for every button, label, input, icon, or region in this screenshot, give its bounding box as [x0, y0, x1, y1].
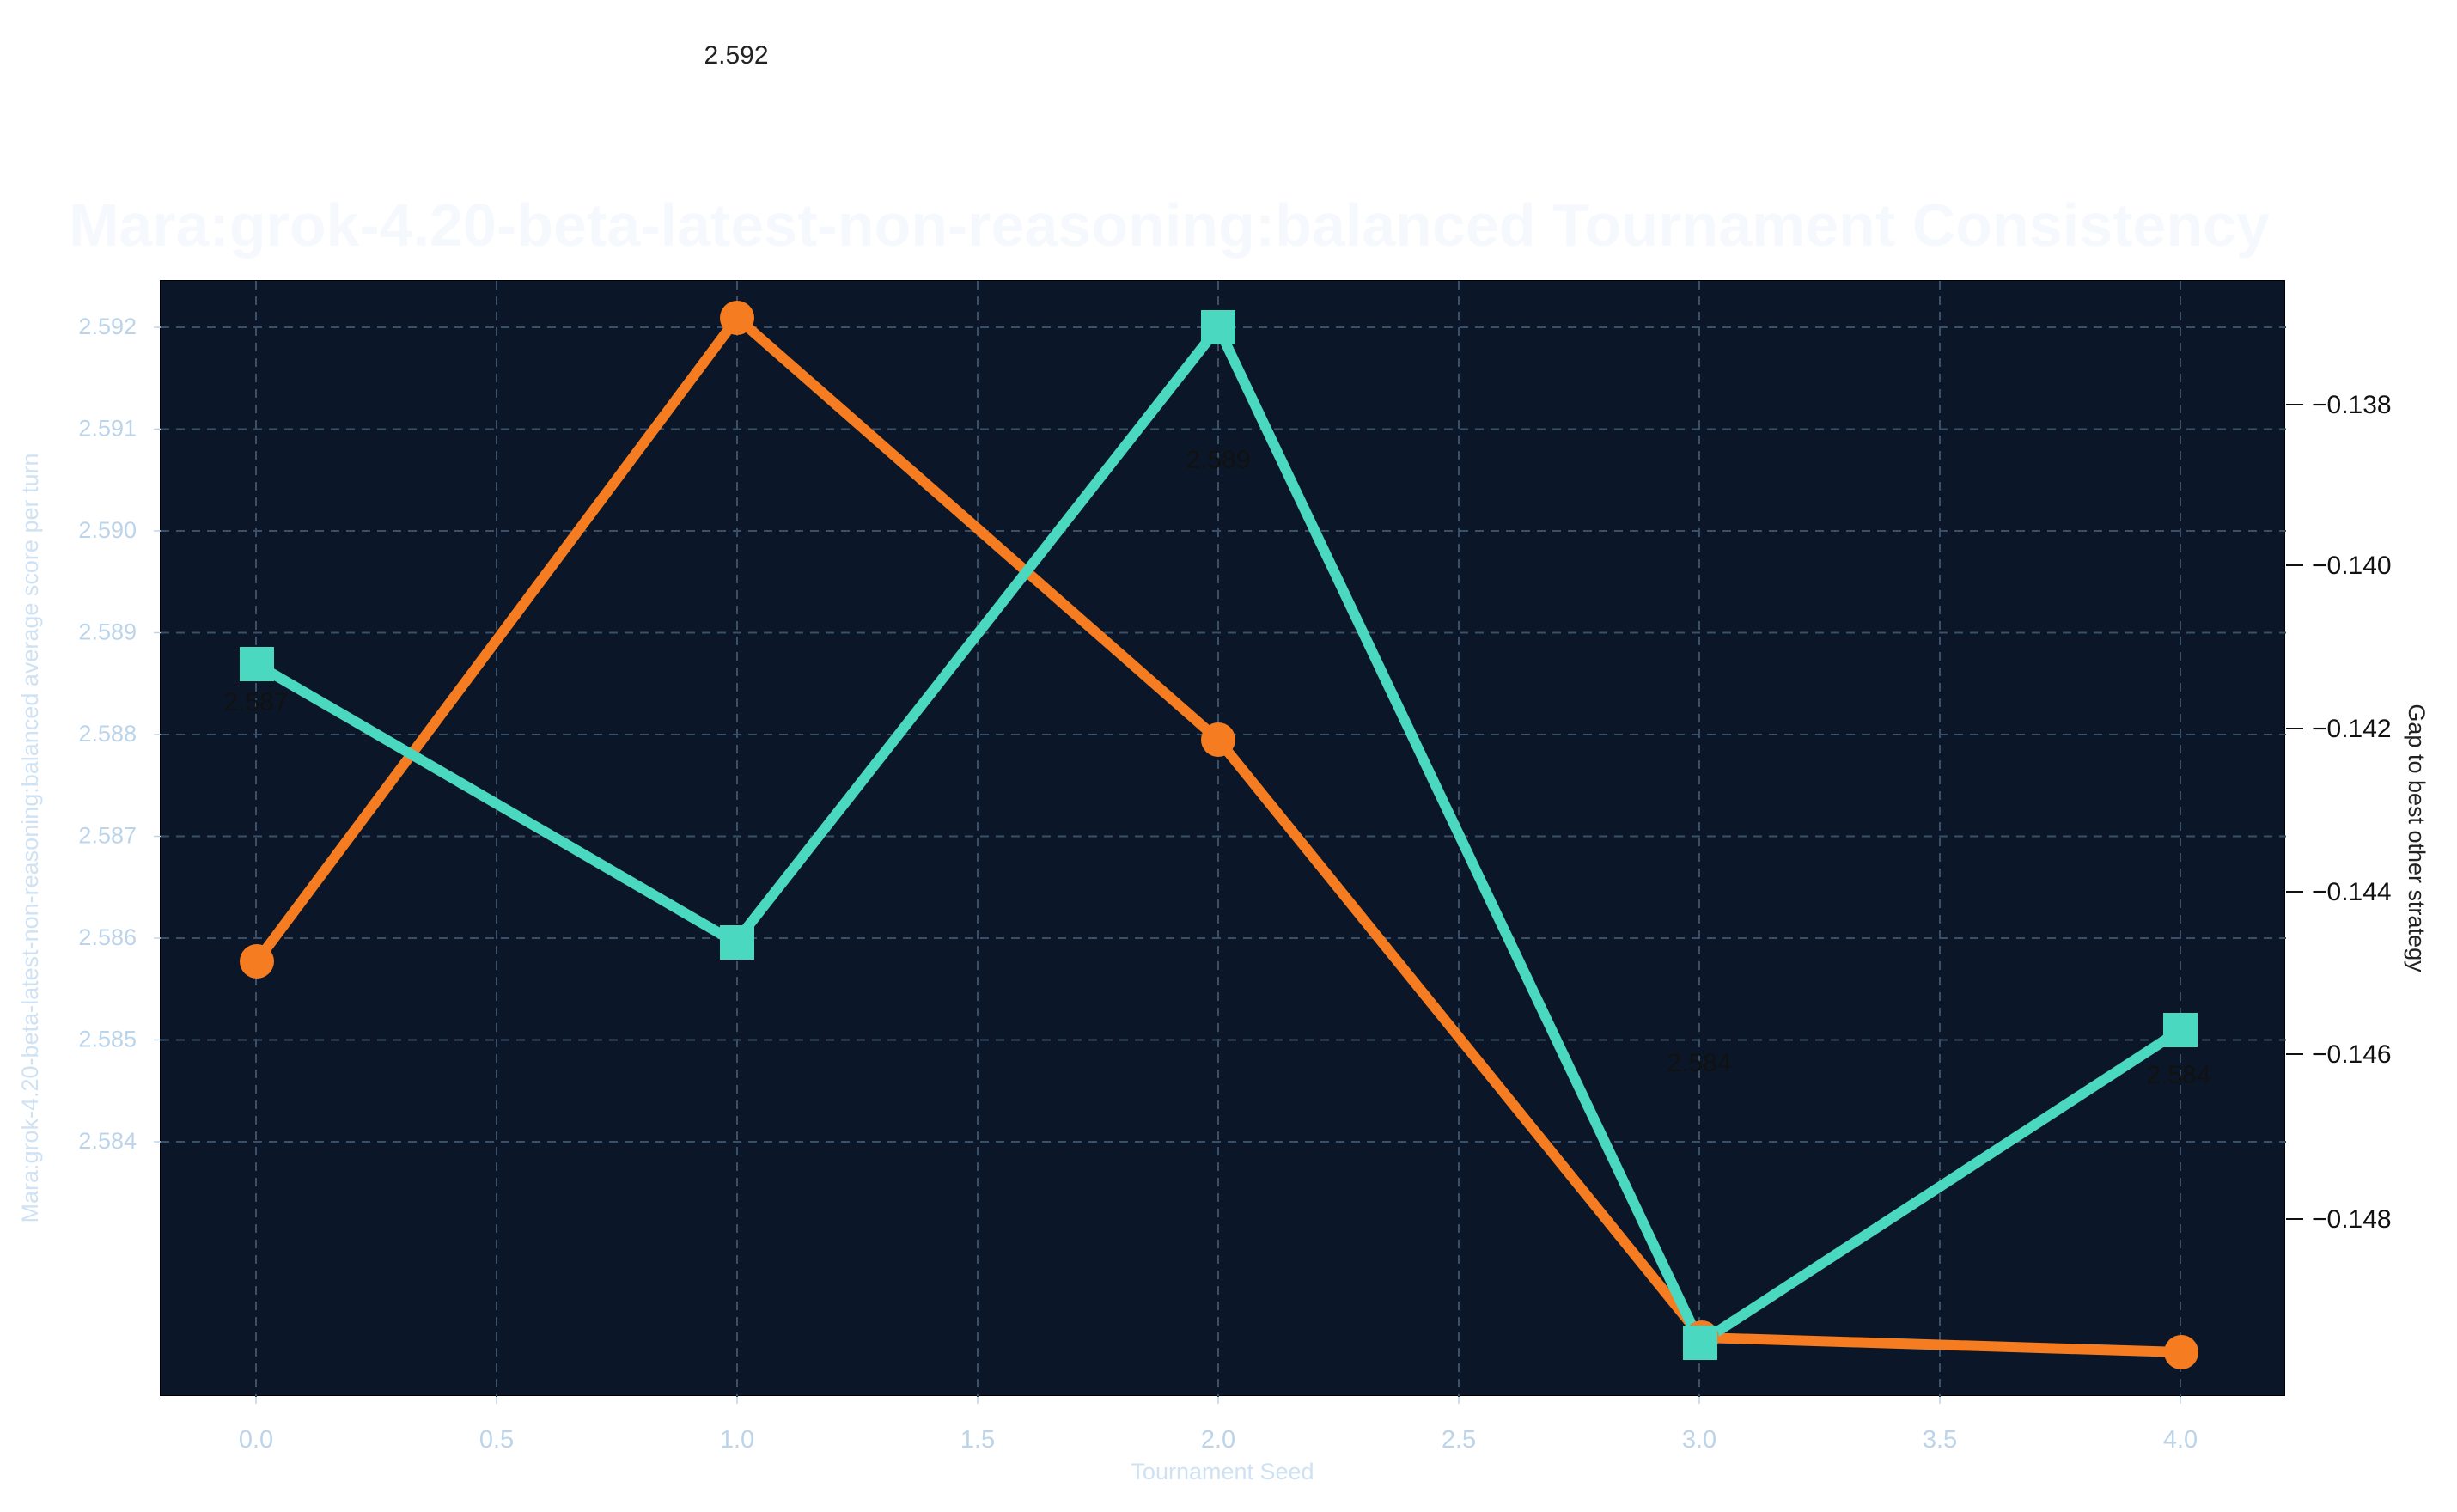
svg-text:0.5: 0.5 — [479, 1426, 514, 1454]
svg-text:2.584: 2.584 — [2146, 1061, 2210, 1089]
svg-text:−0.144: −0.144 — [2312, 878, 2392, 906]
svg-text:2.585: 2.585 — [78, 1027, 137, 1052]
svg-text:−0.148: −0.148 — [2312, 1205, 2392, 1234]
svg-text:2.584: 2.584 — [1667, 1049, 1731, 1077]
svg-text:2.590: 2.590 — [78, 517, 137, 543]
svg-text:2.589: 2.589 — [78, 619, 137, 645]
svg-text:3.0: 3.0 — [1682, 1426, 1716, 1454]
svg-text:−0.140: −0.140 — [2312, 552, 2392, 580]
svg-text:2.587: 2.587 — [223, 688, 288, 716]
svg-text:0.0: 0.0 — [239, 1426, 273, 1454]
svg-text:1.5: 1.5 — [960, 1426, 995, 1454]
svg-text:4.0: 4.0 — [2163, 1426, 2198, 1454]
svg-text:−0.138: −0.138 — [2312, 391, 2392, 419]
svg-text:2.592: 2.592 — [78, 314, 137, 339]
svg-text:2.584: 2.584 — [78, 1128, 137, 1154]
svg-text:2.587: 2.587 — [78, 823, 137, 849]
svg-text:1.0: 1.0 — [720, 1426, 754, 1454]
svg-text:−0.146: −0.146 — [2312, 1040, 2392, 1069]
svg-text:2.589: 2.589 — [1186, 446, 1250, 474]
svg-text:2.586: 2.586 — [78, 924, 137, 950]
svg-text:2.588: 2.588 — [78, 721, 137, 747]
svg-text:−0.142: −0.142 — [2312, 715, 2392, 743]
svg-text:2.0: 2.0 — [1201, 1426, 1235, 1454]
svg-text:2.591: 2.591 — [78, 416, 137, 442]
svg-text:3.5: 3.5 — [1923, 1426, 1957, 1454]
svg-text:2.5: 2.5 — [1442, 1426, 1476, 1454]
